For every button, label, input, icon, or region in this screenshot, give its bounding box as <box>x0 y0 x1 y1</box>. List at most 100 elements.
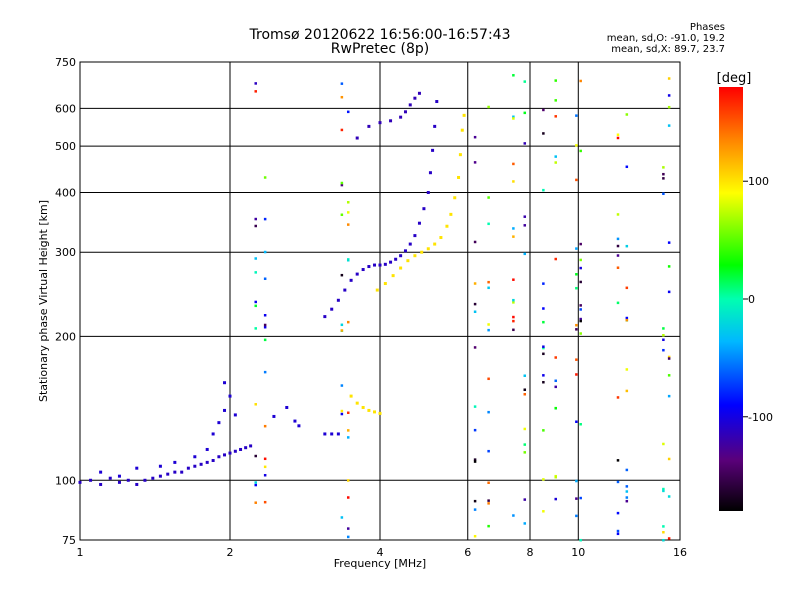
data-point <box>389 119 393 123</box>
noise-dot <box>523 80 527 83</box>
noise-dot <box>662 531 665 534</box>
noise-dot <box>254 271 257 274</box>
phase-info-o: mean, sd,O: -91.0, 19.2 <box>606 33 725 44</box>
noise-dot <box>523 522 527 525</box>
noise-dot <box>263 473 267 477</box>
data-point <box>408 103 412 107</box>
noise-dot <box>575 328 578 331</box>
x-axis-label: Frequency [MHz] <box>334 557 426 570</box>
noise-dot <box>575 273 578 276</box>
x-tick-label: 6 <box>464 546 471 559</box>
data-point <box>239 447 243 451</box>
noise-dot <box>667 241 671 244</box>
noise-dot <box>542 132 545 135</box>
noise-dot <box>346 527 350 530</box>
noise-dot <box>487 196 490 199</box>
noise-dot <box>542 380 545 384</box>
noise-dot <box>254 82 257 85</box>
noise-dot <box>512 315 515 319</box>
noise-dot <box>523 427 527 431</box>
noise-dot <box>254 403 257 406</box>
noise-dot <box>473 508 477 511</box>
data-point <box>336 432 340 436</box>
noise-dot <box>667 265 671 268</box>
noise-dot <box>662 177 665 180</box>
data-point <box>117 474 121 478</box>
noise-dot <box>263 314 267 317</box>
noise-dot <box>473 346 477 349</box>
data-point <box>426 190 430 194</box>
noise-dot <box>512 227 515 230</box>
echo-points <box>78 91 466 486</box>
noise-dot <box>346 411 350 415</box>
data-point <box>449 212 453 216</box>
noise-dot <box>554 79 557 82</box>
noise-dot <box>625 368 629 371</box>
noise-dot <box>346 223 350 226</box>
noise-dot <box>254 501 257 504</box>
noise-dot <box>346 320 350 324</box>
noise-dot <box>346 429 350 432</box>
data-point <box>457 175 461 179</box>
data-point <box>217 421 221 425</box>
noise-dot <box>254 327 257 330</box>
data-point <box>417 91 421 95</box>
noise-dot <box>575 323 578 327</box>
noise-dot <box>263 217 267 221</box>
noise-dot <box>579 332 582 335</box>
y-tick-label: 500 <box>55 140 76 153</box>
noise-dot <box>340 409 344 413</box>
data-point <box>193 464 197 468</box>
phase-info-title: Phases <box>689 22 725 33</box>
noise-dot <box>473 135 477 139</box>
x-tick-label: 1 <box>77 546 84 559</box>
data-point <box>394 257 398 261</box>
data-point <box>413 96 417 100</box>
noise-dot <box>662 192 665 196</box>
noise-dot <box>554 115 557 118</box>
y-tick-label: 750 <box>55 56 76 69</box>
data-point <box>330 432 334 436</box>
data-point <box>367 408 371 412</box>
noise-dot <box>542 188 545 192</box>
data-point <box>78 480 82 484</box>
noise-dot <box>662 538 665 542</box>
noise-dot <box>579 280 582 284</box>
noise-dot <box>487 280 490 284</box>
noise-dot <box>512 117 515 120</box>
noise-dot <box>625 318 629 322</box>
noise-dot <box>542 346 545 350</box>
noise-dot <box>523 498 527 501</box>
noise-dot <box>575 286 578 290</box>
noise-dot <box>579 258 582 262</box>
data-point <box>186 466 190 470</box>
noise-dot <box>542 352 545 356</box>
noise-dot <box>254 454 257 458</box>
data-point <box>399 266 403 270</box>
data-point <box>89 478 93 482</box>
noise-dot <box>575 114 578 117</box>
noise-dot <box>662 334 665 337</box>
noise-dot <box>487 449 490 453</box>
noise-dot <box>579 304 582 307</box>
data-point <box>223 381 227 385</box>
noise-dot <box>340 95 344 99</box>
x-ticks: 1 2 4 6 8 10 16 <box>77 546 688 559</box>
noise-dot <box>512 301 515 304</box>
noise-dot <box>523 142 527 145</box>
x-tick-label: 16 <box>673 546 687 559</box>
data-point <box>297 424 301 428</box>
noise-dot <box>340 183 344 187</box>
data-point <box>373 410 377 414</box>
noise-dot <box>667 495 671 498</box>
noise-dot <box>473 405 477 408</box>
noise-dot <box>523 393 527 396</box>
noise-dot <box>346 436 350 439</box>
noise-dot <box>254 481 257 484</box>
noise-dot <box>487 323 490 326</box>
noise-dot <box>346 535 350 539</box>
noise-dot <box>554 385 557 389</box>
noise-dot <box>487 222 490 226</box>
noise-dot <box>487 481 490 485</box>
